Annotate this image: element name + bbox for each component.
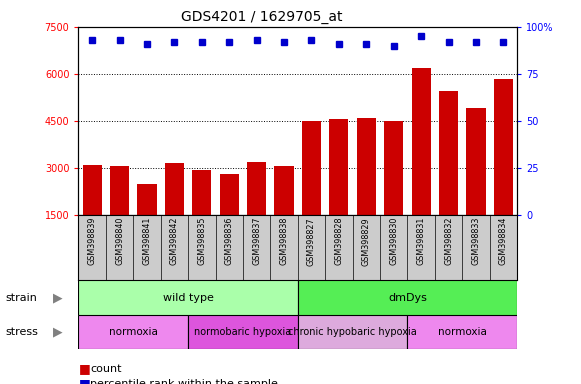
Text: GSM398833: GSM398833	[471, 217, 480, 265]
Text: GDS4201 / 1629705_at: GDS4201 / 1629705_at	[181, 10, 342, 23]
Bar	[384, 121, 403, 215]
Bar	[467, 108, 486, 215]
Bar	[110, 166, 129, 215]
Text: GSM398829: GSM398829	[362, 217, 371, 266]
Text: chronic hypobaric hypoxia: chronic hypobaric hypoxia	[288, 327, 417, 337]
Bar	[188, 315, 297, 349]
Text: GSM398827: GSM398827	[307, 217, 316, 266]
Text: GSM398835: GSM398835	[198, 217, 206, 265]
Text: GSM398834: GSM398834	[499, 217, 508, 265]
Text: ▶: ▶	[53, 291, 63, 304]
Text: GSM398832: GSM398832	[444, 217, 453, 265]
Bar	[298, 315, 407, 349]
Bar	[192, 170, 211, 215]
Bar	[439, 91, 458, 215]
Text: ■: ■	[78, 362, 90, 375]
Text: ▶: ▶	[53, 326, 63, 339]
Bar	[494, 79, 513, 215]
Bar	[407, 315, 517, 349]
Bar	[78, 280, 298, 315]
Text: ■: ■	[78, 377, 90, 384]
Text: stress: stress	[6, 327, 39, 337]
Text: GSM398831: GSM398831	[417, 217, 426, 265]
Text: GSM398828: GSM398828	[335, 217, 343, 265]
Text: GSM398838: GSM398838	[279, 217, 289, 265]
Bar	[165, 163, 184, 215]
Text: strain: strain	[6, 293, 38, 303]
Bar	[329, 119, 349, 215]
Bar	[220, 174, 239, 215]
Text: normoxia: normoxia	[438, 327, 487, 337]
Bar	[83, 165, 102, 215]
Text: normoxia: normoxia	[109, 327, 157, 337]
Text: wild type: wild type	[163, 293, 214, 303]
Text: GSM398840: GSM398840	[115, 217, 124, 265]
Bar	[78, 315, 188, 349]
Text: count: count	[90, 364, 121, 374]
Text: GSM398841: GSM398841	[142, 217, 152, 265]
Bar	[274, 166, 293, 215]
Bar	[298, 280, 517, 315]
Text: GSM398830: GSM398830	[389, 217, 398, 265]
Text: GSM398842: GSM398842	[170, 217, 179, 265]
Text: normobaric hypoxia: normobaric hypoxia	[194, 327, 292, 337]
Bar	[357, 118, 376, 215]
Text: percentile rank within the sample: percentile rank within the sample	[90, 379, 278, 384]
Text: GSM398836: GSM398836	[225, 217, 234, 265]
Bar	[411, 68, 431, 215]
Text: GSM398839: GSM398839	[88, 217, 96, 265]
Bar	[137, 184, 156, 215]
Text: dmDys: dmDys	[388, 293, 427, 303]
Bar	[247, 162, 266, 215]
Text: GSM398837: GSM398837	[252, 217, 261, 265]
Bar	[302, 121, 321, 215]
